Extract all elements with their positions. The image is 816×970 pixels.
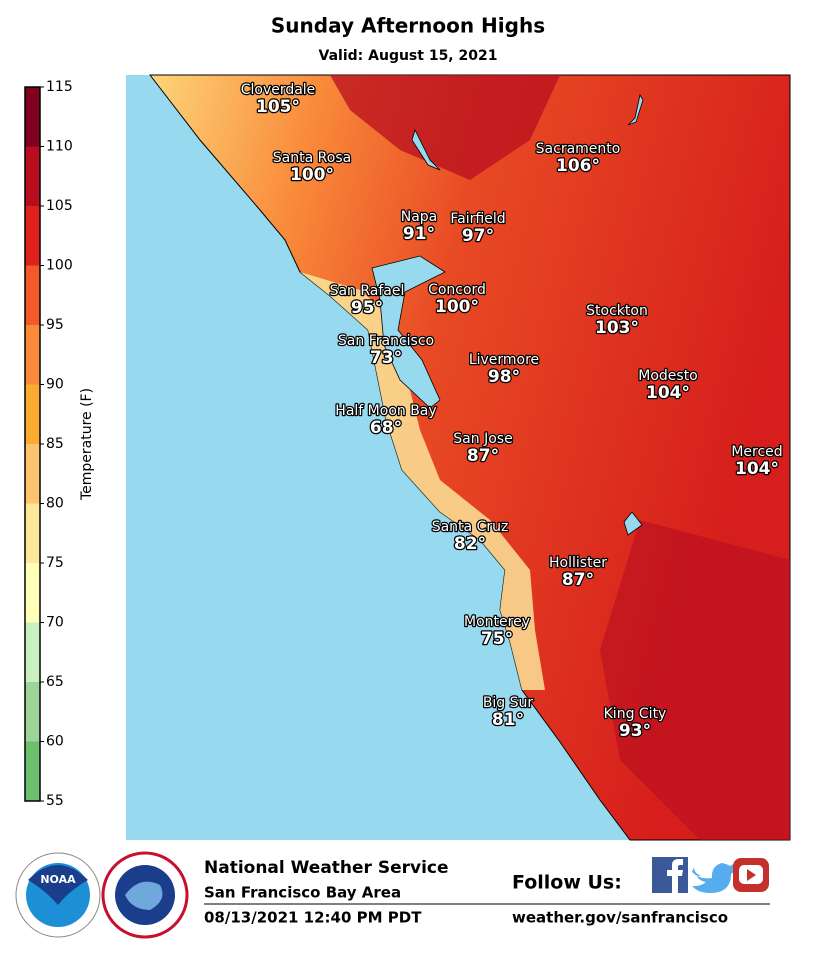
colorbar-band xyxy=(25,384,40,444)
colorbar-band xyxy=(25,741,40,801)
colorbar-tick-label: 110 xyxy=(46,139,73,155)
city-name: Santa Rosa xyxy=(273,150,351,166)
coastal-cool xyxy=(300,272,545,690)
colorbar-band xyxy=(25,682,40,742)
city-name: Fairfield xyxy=(450,211,505,227)
nws-cloud xyxy=(125,881,163,910)
url[interactable]: weather.gov/sanfrancisco xyxy=(512,909,728,927)
noaa-text: NOAA xyxy=(40,873,76,886)
city-name: Stockton xyxy=(586,303,648,319)
subtitle: Valid: August 15, 2021 xyxy=(319,48,498,64)
city-temp: 87° xyxy=(562,570,594,590)
city-name: Sacramento xyxy=(536,141,621,157)
lake xyxy=(623,511,643,536)
colorbar-band xyxy=(25,622,40,682)
colorbar-tick-label: 55 xyxy=(46,793,64,809)
colorbar-band xyxy=(25,444,40,504)
city-name: Napa xyxy=(401,209,438,225)
youtube-play xyxy=(747,869,756,881)
city-temp: 100° xyxy=(290,165,334,185)
city-temp: 105° xyxy=(256,97,300,117)
colorbar-tick-label: 115 xyxy=(46,79,73,95)
colorbar-tick-label: 70 xyxy=(46,615,64,631)
twitter-icon[interactable] xyxy=(692,863,737,893)
city-temp: 97° xyxy=(462,226,494,246)
city-name: Hollister xyxy=(549,555,607,571)
colorbar-tick-label: 90 xyxy=(46,377,64,393)
city-name: King City xyxy=(604,706,667,722)
colorbar-band xyxy=(25,87,40,147)
colorbar-tick-label: 100 xyxy=(46,258,73,274)
city-temp: 98° xyxy=(488,367,520,387)
colorbar-tick-label: 65 xyxy=(46,674,64,690)
city-name: Santa Cruz xyxy=(432,519,509,535)
footer: NOAA National Weather Service San Franci… xyxy=(15,851,770,939)
city-name: Concord xyxy=(428,282,486,298)
city-name: Big Sur xyxy=(483,695,534,711)
map xyxy=(126,74,791,841)
city-temp: 104° xyxy=(735,459,779,479)
colorbar: 55 60 65 70 75 80 85 90 95 100 105 110 115 xyxy=(24,79,73,809)
colorbar-band xyxy=(25,503,40,563)
city-temp: 104° xyxy=(646,383,690,403)
bay xyxy=(371,255,446,409)
city-temp: 91° xyxy=(403,224,435,244)
facebook-f xyxy=(667,859,683,893)
city-name: Cloverdale xyxy=(241,82,316,98)
city-temp: 73° xyxy=(370,348,402,368)
colorbar-band xyxy=(25,206,40,266)
colorbar-tick-label: 80 xyxy=(46,496,64,512)
city-temp: 75° xyxy=(481,629,513,649)
city-name: Half Moon Bay xyxy=(335,403,436,419)
colorbar-band xyxy=(25,563,40,623)
hot-area xyxy=(330,75,560,180)
colorbar-tick-label: 85 xyxy=(46,436,64,452)
colorbar-band xyxy=(25,146,40,206)
lake xyxy=(411,128,441,171)
office: San Francisco Bay Area xyxy=(204,884,401,902)
city-temp: 68° xyxy=(370,418,402,438)
city-temp: 106° xyxy=(556,156,600,176)
title: Sunday Afternoon Highs xyxy=(271,14,545,38)
city-temp: 100° xyxy=(435,297,479,317)
colorbar-tick-label: 60 xyxy=(46,734,64,750)
city-temp: 95° xyxy=(351,298,383,318)
city-name: Monterey xyxy=(464,614,530,630)
agency: National Weather Service xyxy=(204,858,449,878)
city-name: San Francisco xyxy=(338,333,434,349)
colorbar-tick-label: 75 xyxy=(46,555,64,571)
city-temp: 82° xyxy=(454,534,486,554)
city-name: San Jose xyxy=(453,431,512,447)
city-name: Modesto xyxy=(638,368,698,384)
follow-us: Follow Us: xyxy=(512,872,622,894)
city-temp: 93° xyxy=(619,721,651,741)
lake xyxy=(627,93,644,126)
city-temp: 81° xyxy=(492,710,524,730)
city-temp: 87° xyxy=(467,446,499,466)
hot-area xyxy=(600,520,790,840)
colorbar-tick-label: 95 xyxy=(46,317,64,333)
colorbar-band xyxy=(25,325,40,385)
colorbar-tick-label: 105 xyxy=(46,198,73,214)
issued: 08/13/2021 12:40 PM PDT xyxy=(204,909,422,927)
city-name: San Rafael xyxy=(330,283,405,299)
city-name: Livermore xyxy=(469,352,539,368)
city-temp: 103° xyxy=(595,318,639,338)
noaa-bird xyxy=(28,865,88,905)
colorbar-label: Temperature (F) xyxy=(79,388,95,501)
city-name: Merced xyxy=(731,444,782,460)
colorbar-band xyxy=(25,265,40,325)
